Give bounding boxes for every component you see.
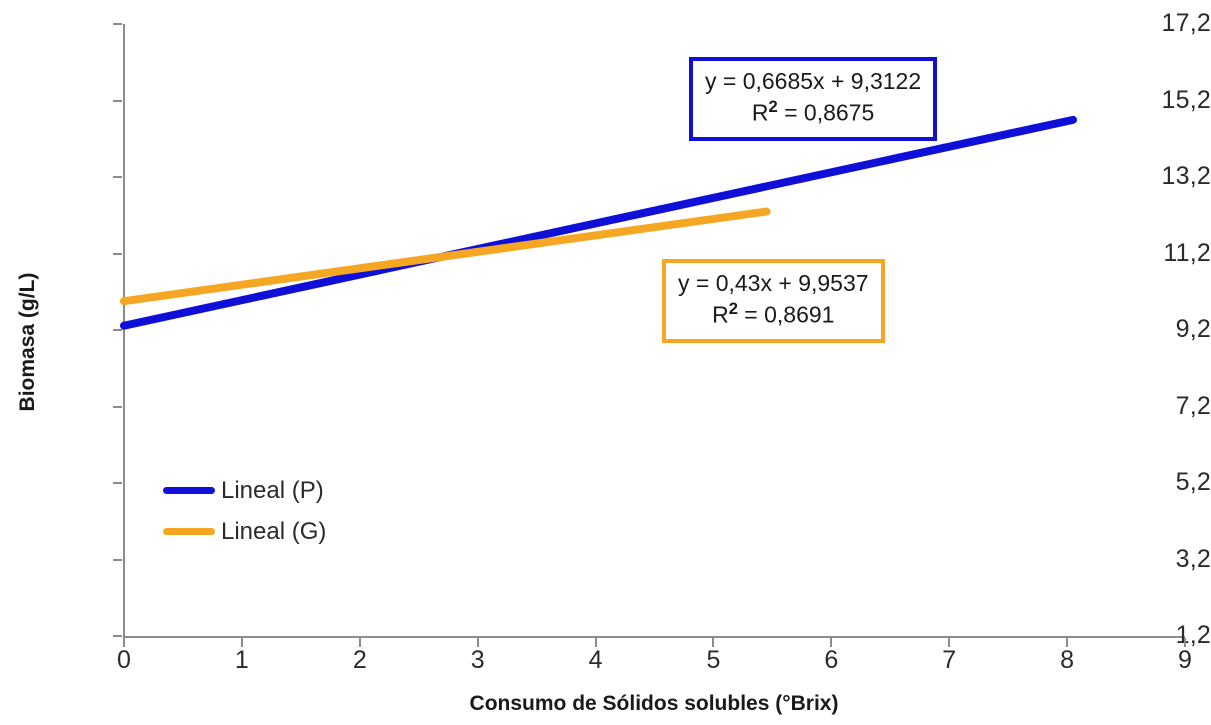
r-squared-text-blue: R2 = 0,8675	[705, 96, 921, 128]
x-axis-line	[123, 636, 1185, 638]
legend-item[interactable]: Lineal (P)	[163, 470, 326, 511]
trendline-equation-box-orange: y = 0,43x + 9,9537 R2 = 0,8691	[662, 259, 885, 343]
y-tick-label: 1,2	[1175, 621, 1211, 649]
y-tick-mark	[113, 329, 122, 331]
x-tick-label: 9	[1178, 646, 1192, 674]
y-tick-mark	[113, 482, 122, 484]
trendline-blue	[120, 115, 1078, 330]
x-tick-label: 0	[117, 646, 131, 674]
trendline-equation-box-blue: y = 0,6685x + 9,3122 R2 = 0,8675	[689, 57, 938, 141]
r-squared-value-blue: = 0,8675	[777, 100, 875, 127]
y-axis-line	[123, 24, 125, 637]
r-squared-prefix-blue: R	[751, 100, 769, 127]
y-tick-mark	[113, 635, 122, 637]
x-tick-label: 6	[824, 646, 839, 674]
y-tick-label: 7,2	[1175, 391, 1211, 420]
y-tick-label: 15,2	[1161, 85, 1211, 114]
x-tick-label: 1	[234, 646, 249, 674]
y-tick-mark	[113, 405, 122, 408]
legend-swatch-line-icon	[163, 487, 215, 494]
x-tick-mark	[358, 638, 361, 647]
x-tick-label: 4	[588, 646, 603, 674]
x-tick-mark	[123, 638, 125, 647]
legend-label: Lineal (G)	[221, 517, 327, 545]
y-tick-mark	[113, 252, 122, 255]
x-tick-mark	[830, 638, 833, 647]
x-tick-label: 5	[706, 646, 721, 674]
legend: Lineal (P) Lineal (G)	[163, 470, 326, 552]
y-tick-mark	[113, 23, 122, 25]
x-tick-label: 8	[1060, 646, 1075, 674]
y-tick-mark	[113, 558, 122, 561]
r-squared-exponent-orange: 2	[728, 299, 738, 319]
x-tick-label: 2	[352, 646, 367, 674]
y-tick-label: 11,2	[1163, 238, 1211, 267]
x-tick-mark	[712, 638, 715, 647]
y-tick-mark	[113, 99, 122, 102]
x-tick-mark	[948, 638, 951, 647]
equation-text-blue: y = 0,6685x + 9,3122	[705, 68, 922, 94]
x-tick-mark	[594, 638, 597, 647]
x-tick-label: 3	[470, 646, 485, 674]
x-tick-mark	[240, 638, 243, 647]
legend-item[interactable]: Lineal (G)	[163, 511, 326, 552]
y-tick-label: 17,2	[1161, 9, 1211, 37]
x-tick-mark	[1066, 638, 1069, 647]
x-tick-label: 7	[942, 646, 957, 674]
y-tick-label: 5,2	[1175, 468, 1211, 496]
equation-text-orange: y = 0,43x + 9,9537	[678, 270, 869, 296]
r-squared-value-orange: = 0,8691	[737, 302, 835, 329]
x-tick-mark	[1184, 638, 1186, 647]
y-axis-title: Biomasa (g/L)	[16, 272, 39, 412]
r-squared-exponent-blue: 2	[768, 97, 778, 117]
y-tick-label: 9,2	[1175, 315, 1211, 343]
y-tick-label: 3,2	[1175, 544, 1211, 573]
legend-swatch-line-icon	[163, 528, 215, 535]
y-tick-mark	[113, 176, 122, 178]
y-tick-label: 13,2	[1161, 162, 1211, 190]
x-axis-title: Consumo de Sólidos solubles (°Brix)	[469, 692, 839, 715]
x-tick-mark	[476, 638, 479, 647]
r-squared-prefix-orange: R	[712, 302, 729, 329]
legend-label: Lineal (P)	[221, 476, 324, 504]
r-squared-text-orange: R2 = 0,8691	[678, 298, 869, 330]
